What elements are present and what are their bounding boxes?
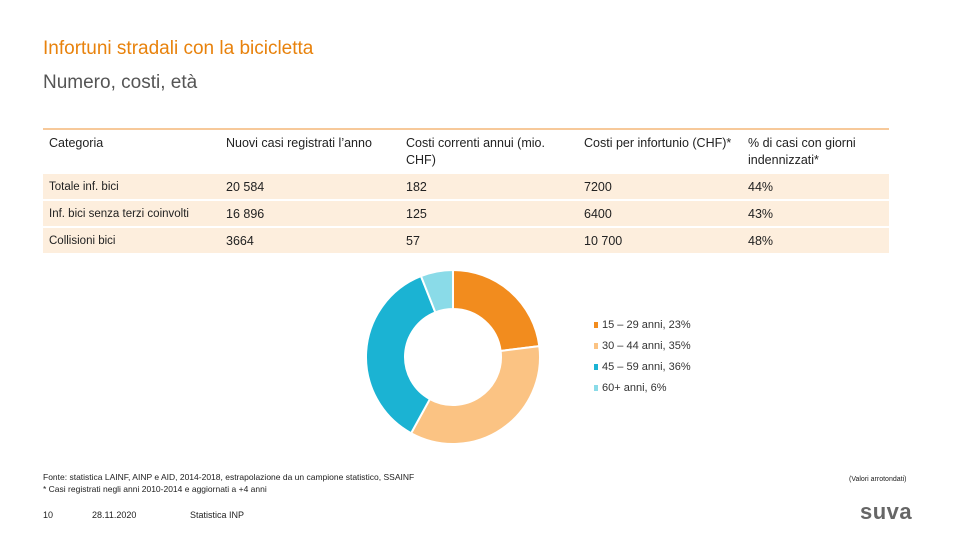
- table-cell: Totale inf. bici: [43, 172, 220, 200]
- table-cell: 125: [400, 199, 578, 227]
- logo: suva: [860, 499, 913, 524]
- table-cell: 10 700: [578, 226, 742, 253]
- table-cell: Collisioni bici: [43, 226, 220, 253]
- table-row: Inf. bici senza terzi coinvolti 16 896 125…: [43, 199, 889, 227]
- table-row: Totale inf. bici 20 584 182 7200 44%: [43, 172, 889, 200]
- rounded-note: (Valori arrotondati): [849, 476, 907, 483]
- legend-label: 45 – 59 anni, 36%: [602, 361, 691, 373]
- table-cell: 6400: [578, 199, 742, 227]
- table-cell: 20 584: [220, 172, 400, 200]
- legend-label: 60+ anni, 6%: [602, 382, 667, 394]
- page-number: 10: [43, 510, 54, 520]
- footnote: * Casi registrati negli anni 2010-2014 e…: [43, 484, 267, 494]
- table-cell: Inf. bici senza terzi coinvolti: [43, 199, 220, 227]
- table-cell: 57: [400, 226, 578, 253]
- subtitle: Numero, costi, età: [43, 72, 198, 93]
- column-header: Costi correnti annui (mio. CHF): [400, 128, 578, 173]
- legend-marker: [594, 364, 598, 370]
- data-table: Categoria Nuovi casi registrati l’anno Cos…: [43, 128, 889, 253]
- donut-slice: [452, 268, 541, 353]
- table-body: Totale inf. bici 20 584 182 7200 44% Inf. bic…: [43, 172, 889, 253]
- legend-marker: [594, 322, 598, 328]
- table-cell: 3664: [220, 226, 400, 253]
- legend-label: 30 – 44 anni, 35%: [602, 340, 691, 352]
- table-cell: 44%: [742, 172, 889, 200]
- donut-slice: [419, 268, 454, 314]
- table-cell: 182: [400, 172, 578, 200]
- legend-marker: [594, 343, 598, 349]
- table-cell: 7200: [578, 172, 742, 200]
- column-header: Categoria: [43, 128, 220, 173]
- section: Statistica INP: [190, 510, 245, 520]
- column-header: Nuovi casi registrati l’anno: [220, 128, 400, 173]
- header-row: Categoria Nuovi casi registrati l’anno Cos…: [43, 128, 889, 173]
- column-header: % di casi con giorni indennizzati*: [742, 128, 889, 173]
- table-cell: 43%: [742, 199, 889, 227]
- date: 28.11.2020: [92, 510, 137, 520]
- table-row: Collisioni bici 3664 57 10 700 48%: [43, 226, 889, 253]
- donut-slice: [409, 344, 541, 445]
- title: Infortuni stradali con la bicicletta: [43, 38, 314, 59]
- donut-slice: [365, 274, 437, 435]
- legend-label: 15 – 29 anni, 23%: [602, 319, 691, 331]
- column-header: Costi per infortunio (CHF)*: [578, 128, 742, 173]
- table-cell: 48%: [742, 226, 889, 253]
- table-cell: 16 896: [220, 199, 400, 227]
- legend-marker: [594, 385, 598, 391]
- source-note: Fonte: statistica LAINF, AINP e AID, 201…: [43, 472, 415, 482]
